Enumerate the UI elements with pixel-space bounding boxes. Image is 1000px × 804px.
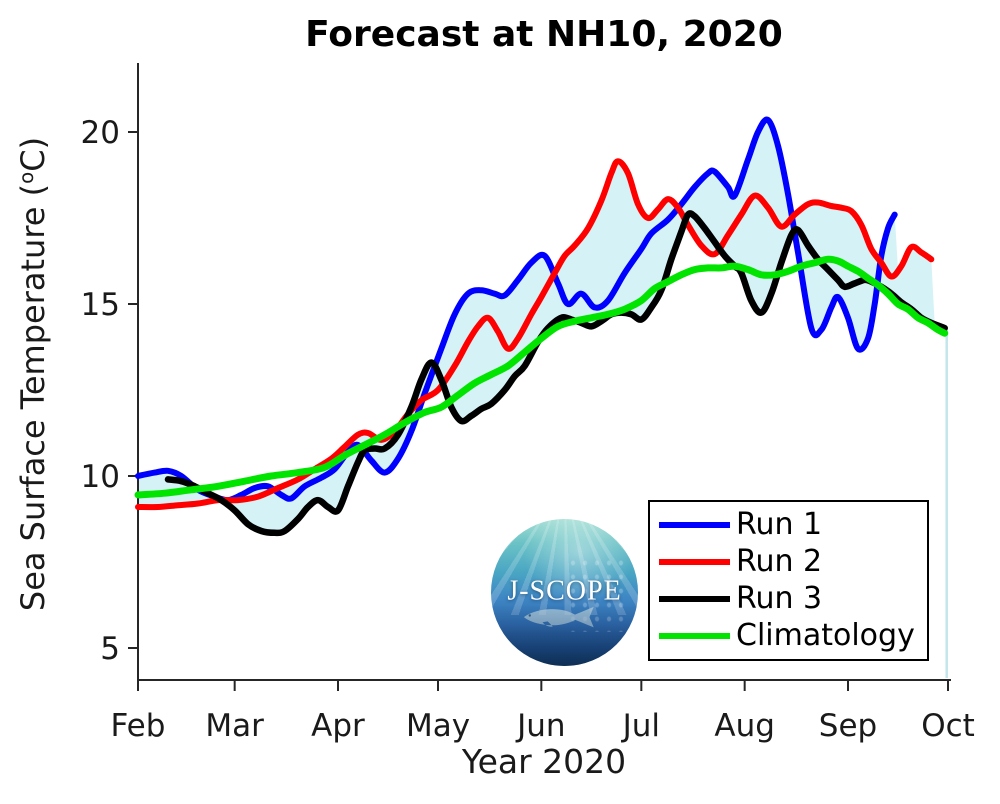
x-tick-label: Apr bbox=[311, 708, 365, 744]
x-tick-label: Feb bbox=[111, 708, 166, 744]
x-tick-label: Mar bbox=[205, 708, 264, 744]
series-run-1 bbox=[135, 116, 898, 504]
legend-label-climatology: Climatology bbox=[736, 618, 915, 654]
fish-silhouette-icon bbox=[524, 607, 595, 628]
ensemble-spread-fill bbox=[138, 120, 945, 533]
legend-swatch-run-2 bbox=[659, 558, 730, 565]
x-tick-label: Oct bbox=[921, 708, 975, 744]
legend-label-run-1: Run 1 bbox=[736, 506, 823, 542]
series-climatology bbox=[134, 255, 949, 499]
y-tick-label: 20 bbox=[81, 115, 120, 151]
x-axis-label: Year 2020 bbox=[461, 742, 627, 781]
logo-text: J-SCOPE bbox=[507, 575, 622, 607]
y-axis-label-unit: C) bbox=[14, 136, 52, 172]
jscope-logo: J-SCOPE bbox=[491, 519, 638, 666]
chart-title: Forecast at NH10, 2020 bbox=[305, 14, 783, 55]
legend-swatch-climatology bbox=[659, 633, 730, 640]
logo-light-rays bbox=[491, 519, 638, 615]
y-tick-label: 15 bbox=[81, 287, 120, 323]
legend-item-run-2: Run 2 bbox=[650, 545, 927, 579]
legend-swatch-run-1 bbox=[659, 521, 730, 528]
x-tick-label: Sep bbox=[819, 708, 877, 744]
x-tick-label: May bbox=[406, 708, 470, 744]
legend-item-climatology: Climatology bbox=[650, 619, 927, 653]
legend: Run 1 Run 2 Run 3 Climatology bbox=[648, 500, 929, 661]
y-axis-label: Sea Surface Temperature (oC) bbox=[14, 62, 58, 686]
y-tick-label: 10 bbox=[81, 459, 120, 495]
series-run-2 bbox=[135, 158, 935, 511]
legend-item-run-3: Run 3 bbox=[650, 582, 927, 616]
x-tick-label: Jul bbox=[621, 708, 660, 744]
series-run-3 bbox=[164, 210, 948, 537]
x-tick-label: Jun bbox=[515, 708, 565, 744]
degree-superscript: o bbox=[15, 171, 39, 184]
logo-fade-overlay bbox=[491, 519, 638, 666]
y-tick-label: 5 bbox=[100, 631, 120, 667]
x-tick-label: Aug bbox=[714, 708, 775, 744]
y-axis-label-text: Sea Surface Temperature ( bbox=[14, 183, 52, 612]
legend-label-run-2: Run 2 bbox=[736, 543, 823, 579]
legend-label-run-3: Run 3 bbox=[736, 581, 823, 617]
legend-item-run-1: Run 1 bbox=[650, 508, 927, 542]
legend-swatch-run-3 bbox=[659, 596, 730, 603]
